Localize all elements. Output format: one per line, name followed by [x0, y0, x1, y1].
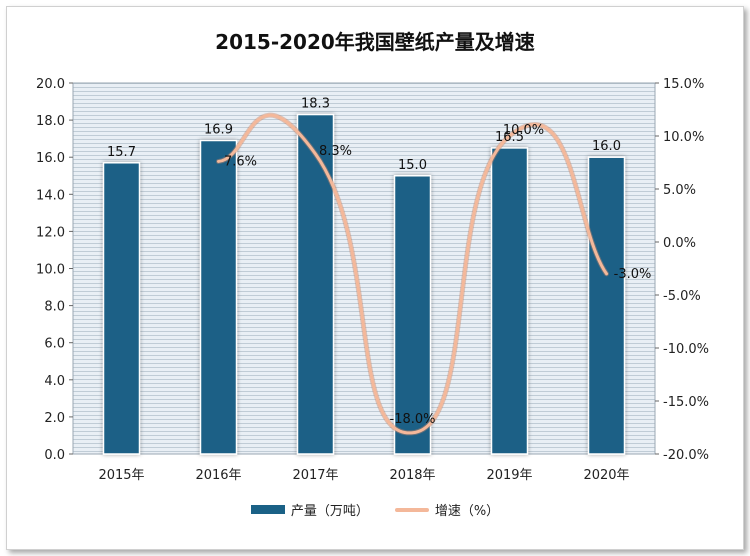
bar-3	[393, 175, 432, 455]
bar-label-1: 16.9	[204, 123, 233, 138]
legend: 产量（万吨） 增速（%）	[0, 500, 750, 519]
growth-label-5: -3.0%	[614, 267, 652, 282]
legend-item-line: 增速（%）	[394, 500, 500, 519]
chart-title: 2015-2020年我国壁纸产量及增速	[215, 30, 535, 54]
legend-label-line: 增速（%）	[434, 504, 500, 519]
right-tick-1: -15.0%	[663, 395, 709, 410]
left-tick-2: 4.0	[44, 374, 65, 389]
left-tick-3: 6.0	[44, 337, 65, 352]
left-tick-10: 20.0	[36, 77, 65, 92]
bar-5	[587, 156, 626, 455]
bar-label-0: 15.7	[107, 145, 136, 160]
bar-1	[199, 139, 238, 455]
growth-label-4: 10.0%	[503, 123, 544, 138]
left-tick-9: 18.0	[36, 114, 65, 129]
category-label-4: 2019年	[486, 468, 532, 483]
left-tick-5: 10.0	[36, 263, 65, 278]
left-tick-7: 14.0	[36, 188, 65, 203]
bar-4	[490, 147, 529, 455]
right-tick-2: -10.0%	[663, 342, 709, 357]
left-tick-0: 0.0	[44, 448, 65, 463]
bar-0	[102, 162, 141, 455]
growth-label-1: 7.6%	[224, 154, 257, 169]
left-tick-8: 16.0	[36, 151, 65, 166]
bar-label-2: 18.3	[301, 97, 330, 112]
right-tick-4: 0.0%	[663, 236, 696, 251]
legend-label-bar: 产量（万吨）	[290, 504, 369, 519]
legend-item-bar: 产量（万吨）	[250, 500, 369, 519]
left-tick-6: 12.0	[36, 225, 65, 240]
right-tick-0: -20.0%	[663, 448, 709, 463]
right-tick-6: 10.0%	[663, 130, 704, 145]
category-label-5: 2020年	[583, 468, 629, 483]
growth-label-3: -18.0%	[390, 412, 436, 427]
category-label-0: 2015年	[98, 468, 144, 483]
left-tick-1: 2.0	[44, 411, 65, 426]
right-tick-5: 5.0%	[663, 183, 696, 198]
right-tick-7: 15.0%	[663, 77, 704, 92]
category-label-1: 2016年	[195, 468, 241, 483]
plot-area	[72, 82, 656, 455]
right-tick-3: -5.0%	[663, 289, 701, 304]
growth-label-2: 8.3%	[319, 144, 352, 159]
bar-label-4: 16.5	[495, 130, 524, 145]
category-label-3: 2018年	[389, 468, 435, 483]
legend-swatch-bar	[250, 505, 285, 514]
bar-2	[296, 113, 335, 455]
left-tick-4: 8.0	[44, 300, 65, 315]
growth-line	[217, 113, 608, 435]
legend-swatch-line	[394, 507, 429, 512]
bar-label-5: 16.0	[592, 139, 621, 154]
category-label-2: 2017年	[292, 468, 338, 483]
bar-label-3: 15.0	[398, 158, 427, 173]
